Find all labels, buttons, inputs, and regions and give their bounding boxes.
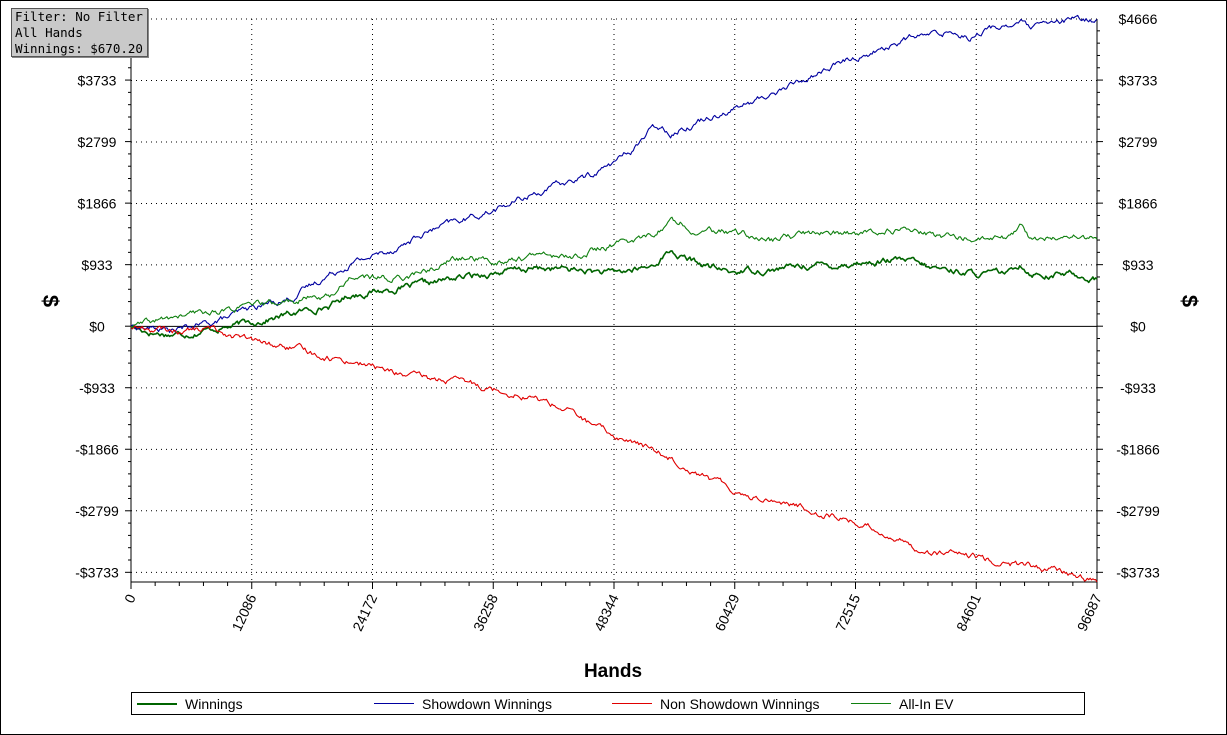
x-tick-label: 60429 <box>712 591 743 633</box>
x-tick-label: 12086 <box>229 591 260 633</box>
y-tick-label-left: $2799 <box>78 134 117 150</box>
y-tick-label-left: -$1866 <box>75 441 119 457</box>
y-tick-label-right: $3733 <box>1119 72 1158 88</box>
filter-label: Filter: No Filter <box>15 9 143 24</box>
series-line-non-showdown-winnings <box>130 324 1098 583</box>
series-line-all-in-ev <box>130 216 1098 329</box>
y-tick-label-right: $2799 <box>1119 134 1158 150</box>
y-tick-label-left: $933 <box>81 257 112 273</box>
x-tick-label: 72515 <box>832 591 863 633</box>
y-tick-label-left: -$3733 <box>75 564 119 580</box>
y-axis-title-right: $ <box>1177 295 1202 307</box>
legend-swatch-non-showdown-winnings <box>612 703 652 704</box>
y-tick-label-left: $0 <box>89 318 105 334</box>
x-tick-label: 96687 <box>1074 591 1105 633</box>
y-tick-label-right: -$2799 <box>1116 503 1160 519</box>
x-tick-label: 24172 <box>349 591 380 633</box>
chart-legend: Winnings Showdown Winnings Non Showdown … <box>131 692 1085 715</box>
y-tick-label-left: $3733 <box>78 72 117 88</box>
x-tick-label: 84601 <box>953 591 984 633</box>
legend-label-showdown-winnings: Showdown Winnings <box>422 696 552 712</box>
y-axis-title-left: $ <box>38 295 63 307</box>
y-tick-label-right: -$933 <box>1120 380 1156 396</box>
x-axis-title: Hands <box>584 661 642 682</box>
y-tick-label-left: -$933 <box>79 380 115 396</box>
x-tick-label: 0 <box>121 591 139 605</box>
legend-swatch-winnings <box>137 703 177 705</box>
x-tick-label: 36258 <box>470 591 501 633</box>
legend-label-winnings: Winnings <box>185 696 243 712</box>
y-tick-label-left: $1866 <box>78 195 117 211</box>
legend-label-non-showdown-winnings: Non Showdown Winnings <box>660 696 820 712</box>
y-tick-label-right: $4666 <box>1119 11 1158 27</box>
y-tick-label-left: -$2799 <box>75 503 119 519</box>
y-tick-label-right: $933 <box>1122 257 1153 273</box>
y-tick-label-right: $0 <box>1130 318 1146 334</box>
legend-swatch-showdown-winnings <box>374 703 414 704</box>
total-winnings-label: Winnings: $670.20 <box>15 41 143 56</box>
hands-filter-label: All Hands <box>15 25 83 40</box>
y-tick-label-right: -$3733 <box>1116 564 1160 580</box>
y-tick-label-right: $1866 <box>1119 195 1158 211</box>
series-line-winnings <box>130 250 1098 339</box>
filter-info-box: Filter: No Filter All Hands Winnings: $6… <box>11 8 148 57</box>
legend-swatch-all-in-ev <box>851 703 891 704</box>
legend-label-all-in-ev: All-In EV <box>899 696 954 712</box>
y-tick-label-right: -$1866 <box>1116 441 1160 457</box>
x-tick-label: 48344 <box>591 591 622 633</box>
